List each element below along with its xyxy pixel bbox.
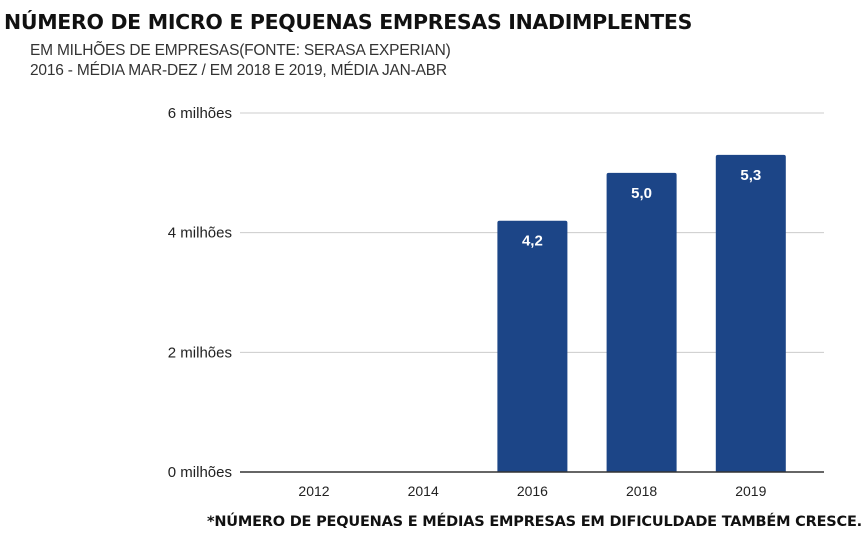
- x-tick-label: 2014: [408, 483, 439, 499]
- data-label-2019: 5,3: [740, 167, 761, 184]
- chart-subtitle-line1: EM MILHÕES DE EMPRESAS(FONTE: SERASA EXP…: [30, 42, 451, 59]
- footnote: *NÚMERO DE PEQUENAS E MÉDIAS EMPRESAS EM…: [206, 514, 862, 530]
- x-tick-label: 2012: [298, 483, 329, 499]
- data-label-2016: 4,2: [522, 233, 543, 250]
- bars: 4,2 5,0 5,3: [497, 154, 786, 473]
- y-tick-label: 0 milhões: [168, 464, 232, 481]
- bar-2019: [715, 154, 786, 472]
- bar-2018: [606, 172, 677, 473]
- y-axis-ticks: 0 milhões 2 milhões 4 milhões 6 milhões: [168, 105, 232, 481]
- y-tick-label: 4 milhões: [168, 225, 232, 242]
- x-tick-label: 2019: [735, 483, 766, 499]
- y-tick-label: 2 milhões: [168, 344, 232, 361]
- bar-2016: [497, 220, 568, 472]
- x-axis-ticks: 2012 2014 2016 2018 2019: [298, 483, 766, 499]
- chart-title: NÚMERO DE MICRO E PEQUENAS EMPRESAS INAD…: [4, 10, 693, 34]
- y-tick-label: 6 milhões: [168, 105, 232, 122]
- x-tick-label: 2018: [626, 483, 657, 499]
- x-tick-label: 2016: [517, 483, 548, 499]
- data-label-2018: 5,0: [631, 185, 652, 202]
- chart-subtitle-line2: 2016 - MÉDIA MAR-DEZ / EM 2018 E 2019, M…: [30, 62, 447, 79]
